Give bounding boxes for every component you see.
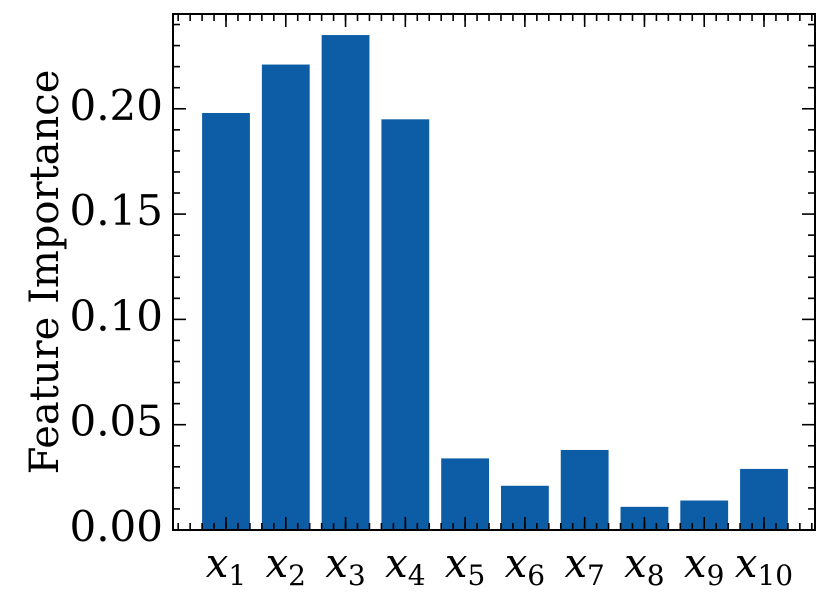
bar-3: [321, 35, 370, 531]
x-tick-label: x7: [564, 541, 604, 592]
bar-1: [202, 112, 250, 531]
y-tick-label: 0.15: [69, 186, 163, 235]
x-tick-label: x8: [624, 541, 664, 592]
x-tick-label: x9: [684, 541, 724, 592]
y-tick-label: 0.00: [69, 502, 163, 551]
y-tick-label: 0.05: [69, 397, 163, 446]
y-tick-label: 0.20: [69, 81, 163, 130]
x-tick-label: x3: [325, 541, 365, 592]
x-tick-labels: x1 x2 x3 x4 x5 x6 x7 x8 x9 x10: [206, 541, 793, 592]
x-tick-label: x1: [206, 541, 246, 592]
bar-7: [560, 449, 609, 530]
y-tick-label: 0.10: [69, 291, 163, 340]
plot-frame: [172, 13, 816, 531]
x-tick-label: x10: [735, 541, 793, 592]
x-tick-label: x6: [505, 541, 545, 592]
ticks-layer: [173, 14, 815, 531]
bar-2: [261, 64, 310, 531]
bars-layer: [202, 35, 788, 531]
y-axis-label: Feature Importance: [22, 70, 68, 475]
x-tick-label: x5: [445, 541, 485, 592]
bar-4: [381, 119, 430, 530]
x-tick-label: x4: [385, 541, 425, 592]
x-tick-label: x2: [266, 541, 306, 592]
y-tick-labels: 0.00 0.05 0.10 0.15 0.20: [69, 81, 163, 551]
